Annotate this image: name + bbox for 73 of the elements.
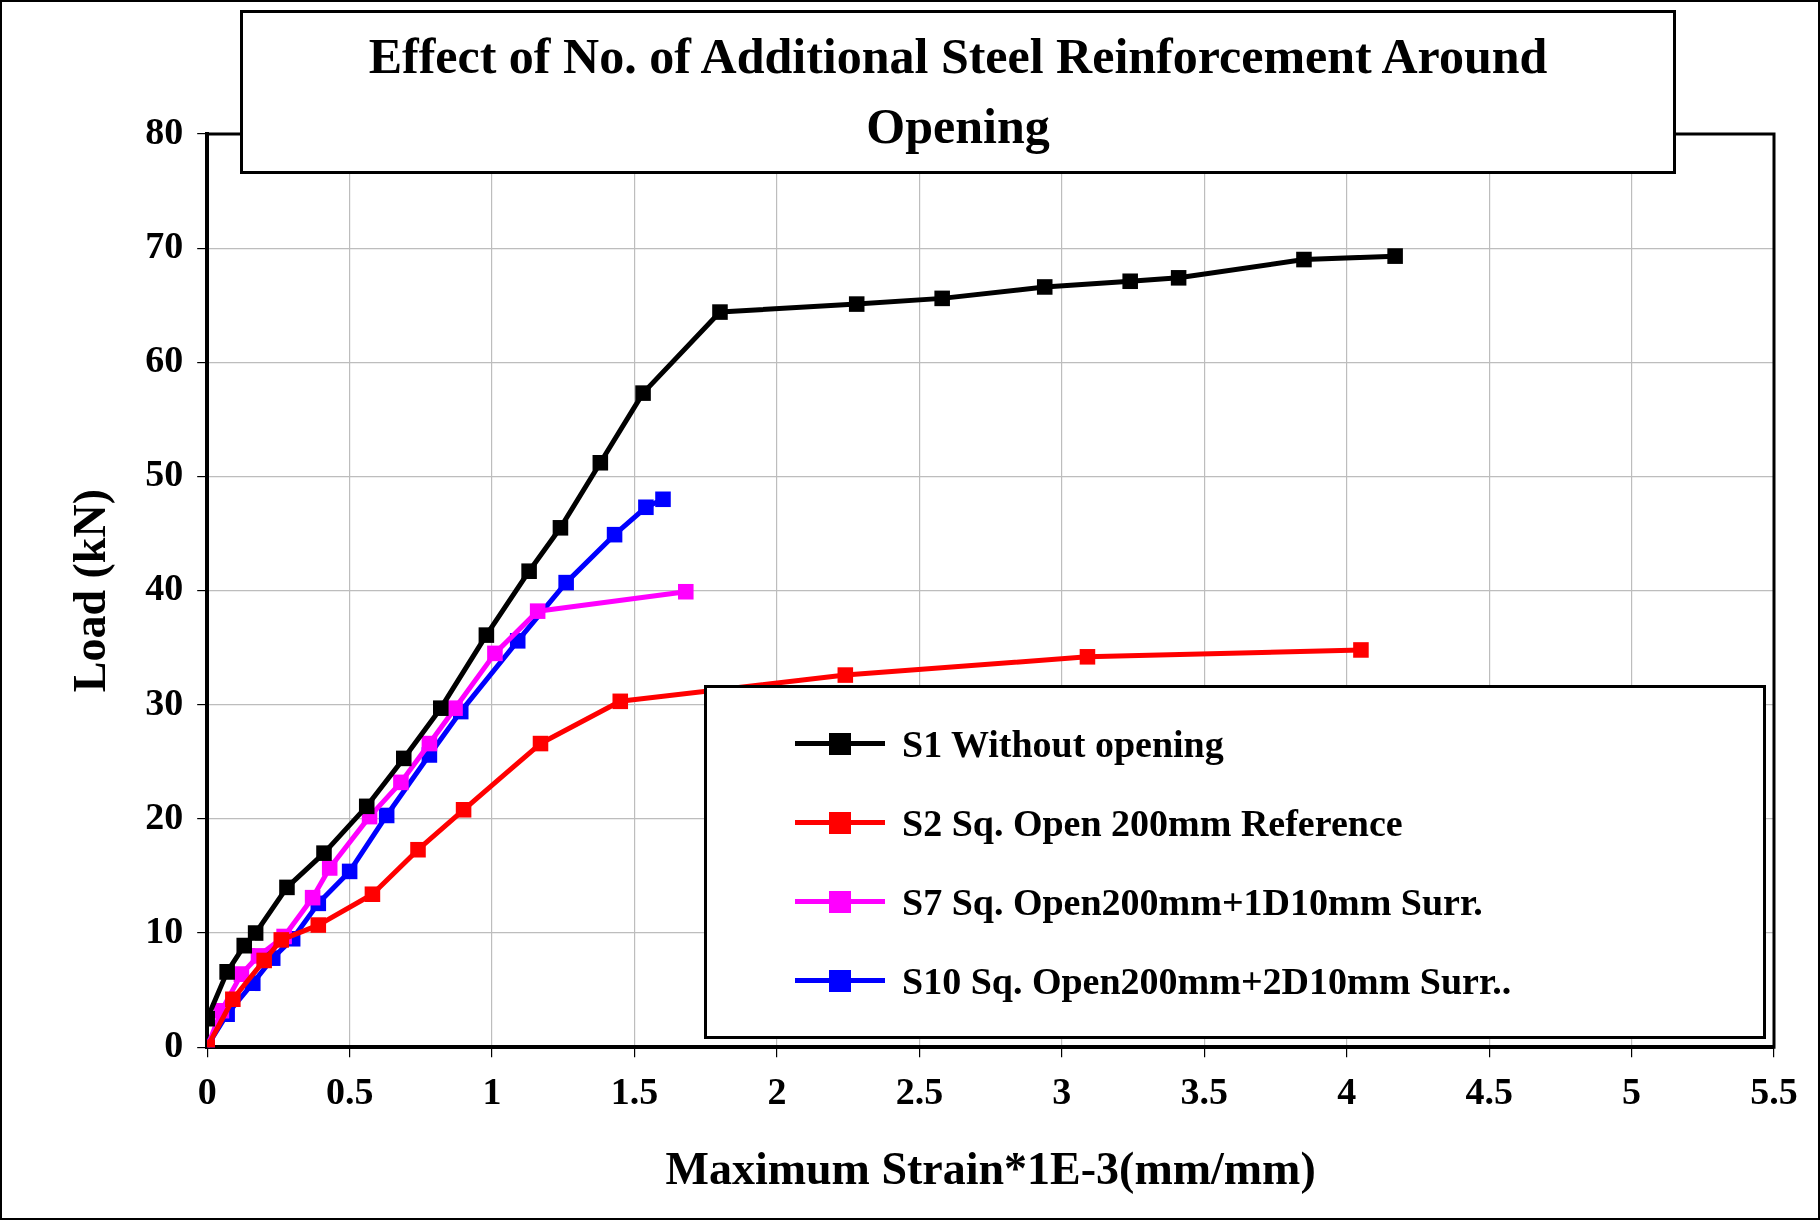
point — [712, 304, 728, 320]
point — [236, 937, 253, 954]
y-tick-label: 0 — [164, 1023, 184, 1066]
point — [364, 886, 381, 903]
point — [1122, 273, 1138, 290]
point — [358, 798, 375, 815]
point — [410, 841, 426, 858]
point — [478, 627, 495, 643]
point — [225, 991, 241, 1008]
point — [529, 603, 546, 619]
x-tick-label: 0 — [197, 1069, 217, 1112]
point — [1170, 270, 1187, 286]
point — [678, 583, 694, 600]
point — [1036, 279, 1053, 295]
point — [378, 807, 395, 824]
y-tick-label: 10 — [145, 908, 184, 951]
point — [273, 932, 290, 948]
point — [521, 563, 537, 579]
point — [934, 290, 950, 307]
y-axis-title: Load (kN) — [64, 488, 116, 693]
point — [592, 454, 609, 471]
y-tick-label: 60 — [145, 338, 184, 381]
legend-label: S1 Without opening — [902, 721, 1224, 766]
x-tick-label: 5.5 — [1750, 1069, 1798, 1112]
point — [655, 491, 671, 508]
point — [316, 845, 332, 861]
y-tick-label: 40 — [145, 566, 184, 609]
point — [558, 574, 574, 591]
x-tick-label: 1.5 — [610, 1069, 659, 1112]
point — [421, 735, 438, 752]
point — [487, 645, 503, 662]
y-tick-label: 20 — [145, 794, 184, 837]
x-tick-label: 4.5 — [1465, 1069, 1513, 1112]
y-tick-label: 50 — [145, 452, 184, 495]
point — [321, 860, 338, 876]
point — [635, 385, 651, 401]
y-tick-label: 70 — [145, 223, 184, 266]
point — [256, 952, 272, 969]
point — [219, 964, 235, 980]
x-tick-label: 4 — [1337, 1069, 1357, 1112]
point — [393, 774, 409, 791]
x-axis-title: Maximum Strain*1E-3(mm/mm) — [665, 1143, 1316, 1195]
point — [837, 667, 854, 683]
y-tick-label: 30 — [145, 680, 184, 723]
point — [433, 700, 449, 716]
x-tick-label: 5 — [1622, 1069, 1642, 1112]
x-tick-label: 2 — [767, 1069, 787, 1112]
point — [638, 499, 654, 516]
point — [279, 879, 295, 896]
point — [848, 296, 865, 312]
point — [1353, 642, 1369, 658]
legend-label: S10 Sq. Open200mm+2D10mm Surr.. — [902, 958, 1512, 1003]
point — [395, 750, 412, 767]
x-tick-label: 2.5 — [895, 1069, 944, 1112]
point — [606, 526, 623, 543]
point — [1079, 649, 1096, 665]
point — [1387, 248, 1403, 264]
point — [612, 693, 629, 710]
point — [341, 863, 358, 880]
x-tick-label: 3.5 — [1180, 1069, 1228, 1112]
legend-label: S2 Sq. Open 200mm Reference — [902, 800, 1403, 845]
point — [532, 735, 549, 752]
point — [304, 889, 321, 906]
point — [552, 520, 569, 536]
point — [310, 917, 327, 933]
x-tick-label: 0.5 — [325, 1069, 374, 1112]
point — [1296, 251, 1312, 268]
point — [455, 801, 472, 818]
x-tick-label: 3 — [1052, 1069, 1072, 1112]
point — [247, 925, 264, 941]
y-tick-label: 80 — [145, 109, 184, 152]
legend-label: S7 Sq. Open200mm+1D10mm Surr. — [902, 879, 1483, 924]
x-tick-label: 1 — [482, 1069, 502, 1112]
